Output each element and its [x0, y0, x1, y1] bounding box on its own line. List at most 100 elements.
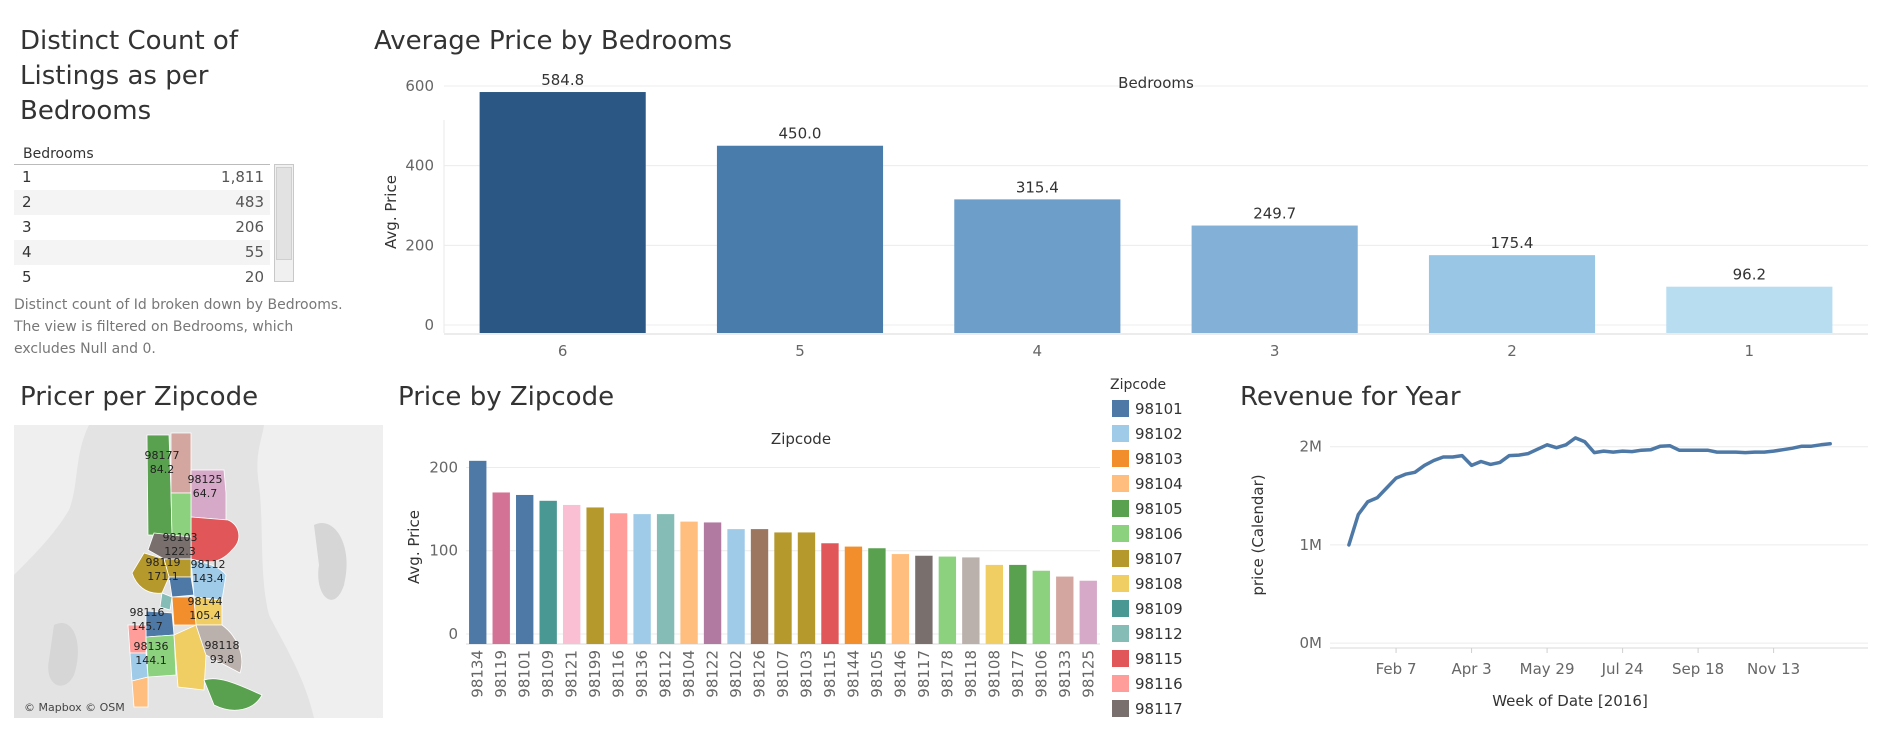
legend-swatch: [1112, 500, 1129, 517]
table-column-header: Bedrooms: [23, 146, 94, 162]
listings-note: Distinct count of Id broken down by Bedr…: [14, 294, 359, 360]
bar: [1056, 576, 1074, 644]
legend-label: 98101: [1135, 400, 1183, 418]
row-count: 206: [235, 218, 264, 236]
row-bedrooms: 1: [22, 168, 32, 186]
map-value-label: 84.2: [150, 463, 175, 476]
note-line: excludes Null and 0.: [14, 341, 156, 357]
map-labels: 98177 84.2 98125 64.7 98103 122.3 98119 …: [130, 449, 240, 667]
revenue-chart-title: Revenue for Year: [1240, 382, 1461, 412]
zipcode-map[interactable]: 98177 84.2 98125 64.7 98103 122.3 98119 …: [14, 425, 383, 718]
legend-label: 98108: [1135, 575, 1183, 593]
map-zip-label: 98112: [191, 558, 226, 571]
data-label: 315.4: [1016, 178, 1059, 196]
x-tick-label: 98134: [469, 650, 487, 698]
y-tick-label: 400: [405, 157, 434, 175]
map-value-label: 64.7: [193, 487, 218, 500]
y-tick-label: 200: [429, 458, 458, 476]
table-row: 5 20: [14, 265, 270, 282]
x-tick-label: May 29: [1520, 660, 1575, 678]
legend-label: 98116: [1135, 675, 1183, 693]
y-tick-label: 0: [424, 316, 434, 334]
x-tick-label: 98133: [1056, 650, 1074, 698]
y-tick-label: 0M: [1300, 634, 1323, 652]
row-bedrooms: 2: [22, 193, 32, 211]
bar: [633, 514, 651, 644]
y-tick-label: 100: [429, 542, 458, 560]
x-tick-label: 3: [1270, 342, 1280, 360]
note-line: The view is filtered on Bedrooms, which: [14, 319, 294, 335]
bar: [1079, 580, 1097, 644]
bar: [562, 504, 581, 644]
map-value-label: 144.1: [135, 654, 167, 667]
chart-header: Bedrooms: [1118, 74, 1194, 92]
bar: [586, 507, 604, 644]
x-tick-label: 4: [1033, 342, 1043, 360]
x-tick-label: 1: [1745, 342, 1755, 360]
bar: [656, 514, 675, 644]
row-count: 483: [235, 193, 264, 211]
bar: [891, 554, 910, 644]
listings-table[interactable]: 1 1,811 2 483 3 206 4 55 5 20: [14, 164, 270, 282]
legend-swatch: [1112, 425, 1129, 442]
map-value-label: 145.7: [131, 620, 163, 633]
map-value-label: 93.8: [210, 653, 235, 666]
bar: [954, 199, 1121, 333]
row-bedrooms: 3: [22, 218, 32, 236]
legend-swatch: [1112, 650, 1129, 667]
y-tick-label: 200: [405, 236, 434, 254]
x-tick-label: 98118: [962, 650, 980, 698]
data-label: 96.2: [1733, 266, 1766, 284]
map-attribution: © Mapbox © OSM: [24, 701, 125, 714]
map-zip-label: 98177: [145, 449, 180, 462]
map-zip-label: 98136: [134, 640, 169, 653]
legend-label: 98106: [1135, 525, 1183, 543]
map-zip-label: 98103: [163, 531, 198, 544]
bar: [680, 521, 698, 644]
x-tick-label: 98125: [1079, 650, 1097, 698]
x-tick-label: 98107: [774, 650, 792, 698]
legend-label: 98107: [1135, 550, 1183, 568]
map-title: Pricer per Zipcode: [20, 382, 259, 412]
scrollbar-thumb[interactable]: [276, 167, 292, 260]
note-line: Distinct count of Id broken down by Bedr…: [14, 297, 343, 313]
bar: [1009, 564, 1027, 644]
bar: [774, 532, 792, 644]
table-scrollbar[interactable]: [274, 164, 294, 282]
table-row: 1 1,811: [14, 165, 270, 190]
legend-label: 98105: [1135, 500, 1183, 518]
row-bedrooms: 5: [22, 268, 32, 282]
x-tick-label: 5: [795, 342, 805, 360]
row-count: 20: [244, 268, 264, 282]
legend-swatch: [1112, 475, 1129, 492]
x-tick-label: 98103: [797, 650, 815, 698]
table-row: 3 206: [14, 215, 270, 240]
listings-title-line: Bedrooms: [20, 96, 152, 126]
zip-regions: [127, 432, 263, 711]
x-tick-label: 98116: [610, 650, 628, 698]
bar: [1428, 255, 1596, 333]
x-tick-label: 98144: [844, 650, 862, 698]
x-tick-label: Sep 18: [1672, 660, 1724, 678]
table-row: 4 55: [14, 240, 270, 265]
legend-swatch: [1112, 625, 1129, 642]
legend-label: 98103: [1135, 450, 1183, 468]
map-zip-label: 98118: [205, 639, 240, 652]
bar: [516, 494, 534, 644]
x-tick-label: 98105: [868, 650, 886, 698]
x-tick-label: 98106: [1032, 650, 1050, 698]
x-tick-label: 98146: [891, 650, 909, 698]
series-line: [1347, 436, 1832, 547]
bar: [703, 522, 722, 644]
listings-title-line: Listings as per: [20, 61, 209, 91]
data-label: 249.7: [1253, 205, 1296, 223]
y-tick-label: 1M: [1300, 536, 1323, 554]
x-tick-label: 98136: [633, 650, 651, 698]
bar: [716, 145, 884, 333]
legend-label: 98112: [1135, 625, 1183, 643]
listings-title-line: Distinct Count of: [20, 26, 238, 56]
map-zip-label: 98125: [188, 473, 223, 486]
bar: [938, 556, 957, 644]
